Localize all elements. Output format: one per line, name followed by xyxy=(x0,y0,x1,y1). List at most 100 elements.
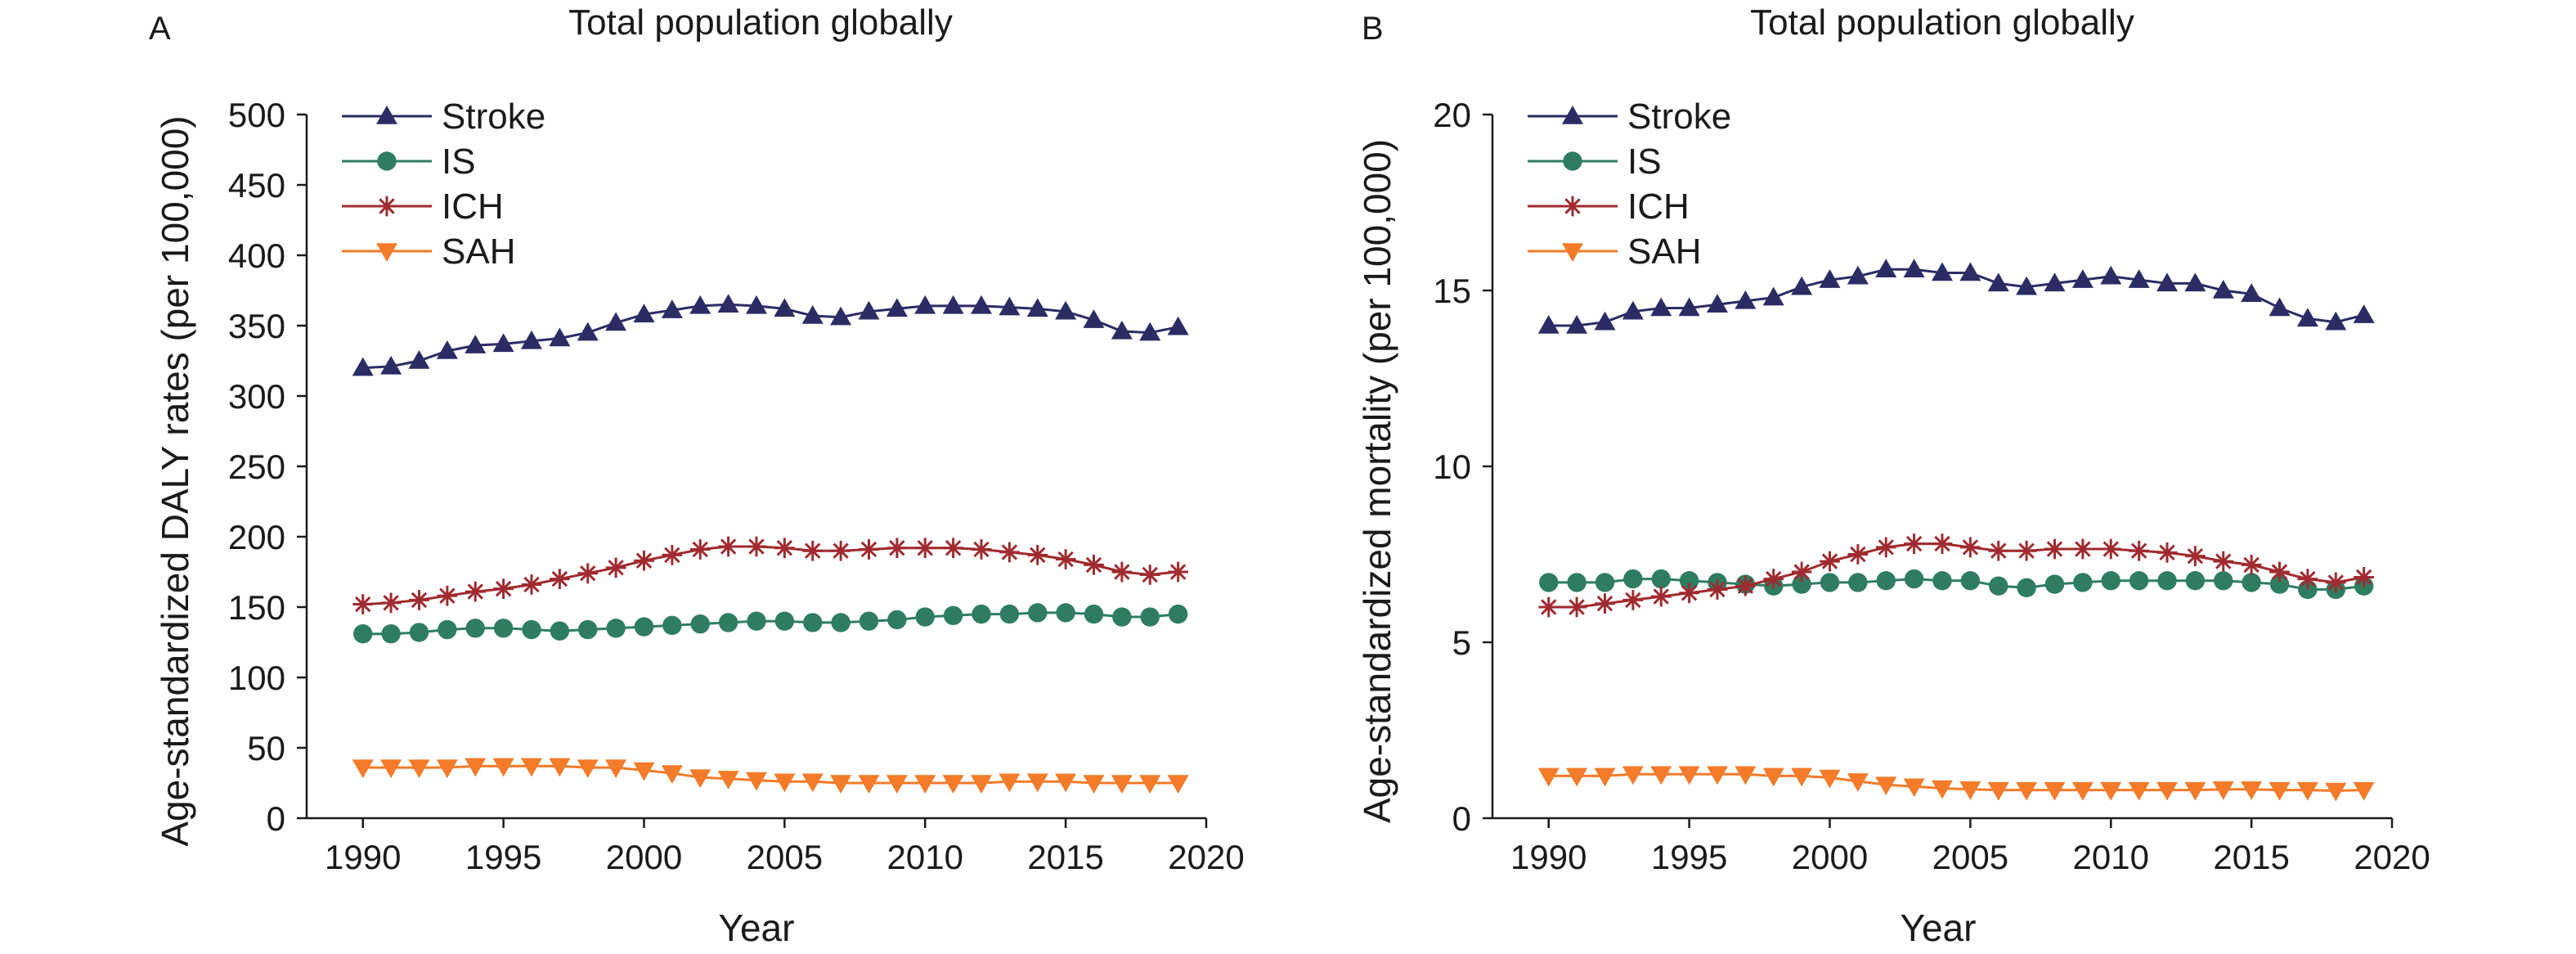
data-point-ich xyxy=(2100,538,2121,560)
data-point-is xyxy=(438,619,457,640)
y-tick-label: 350 xyxy=(228,307,285,345)
legend-marker-icon xyxy=(1562,196,1583,217)
data-point-sah xyxy=(858,775,880,794)
data-point-is xyxy=(1112,607,1132,627)
data-point-ich xyxy=(802,540,824,561)
data-point-ich xyxy=(689,539,711,560)
x-tick-label: 2015 xyxy=(1027,838,1103,876)
data-point-ich xyxy=(999,542,1020,563)
data-point-sah xyxy=(886,775,908,794)
data-point-stroke xyxy=(2241,283,2263,303)
data-point-stroke xyxy=(1622,300,1644,320)
data-point-stroke xyxy=(858,300,880,320)
y-tick-label: 5 xyxy=(1452,623,1471,662)
data-point-ich xyxy=(830,540,851,561)
y-tick-label: 450 xyxy=(228,166,285,205)
x-tick-label: 2000 xyxy=(1792,838,1868,876)
y-tick-label: 200 xyxy=(228,518,285,556)
data-point-sah xyxy=(746,772,767,791)
data-point-is xyxy=(972,604,991,624)
data-point-stroke xyxy=(605,312,627,331)
data-point-ich xyxy=(1111,561,1133,583)
data-point-stroke xyxy=(774,298,796,317)
data-point-is xyxy=(690,614,710,634)
data-point-is xyxy=(1820,573,1840,592)
data-point-sah xyxy=(1167,775,1189,794)
legend-label: IS xyxy=(442,142,476,182)
data-point-ich xyxy=(464,581,486,602)
data-point-ich xyxy=(2325,572,2346,593)
data-point-stroke xyxy=(2353,304,2375,323)
panel-a: A Total population globally Age-standard… xyxy=(149,2,1245,949)
data-point-stroke xyxy=(1055,300,1077,320)
data-point-stroke xyxy=(1735,290,1757,309)
y-tick-label: 0 xyxy=(1452,799,1471,838)
data-point-stroke xyxy=(2128,269,2150,288)
data-point-is xyxy=(522,619,541,640)
data-point-stroke xyxy=(1903,259,1925,277)
data-point-sah xyxy=(942,775,964,794)
data-point-ich xyxy=(2213,551,2234,572)
y-tick-label: 500 xyxy=(228,96,285,134)
data-point-stroke xyxy=(2071,269,2094,288)
panel-label: A xyxy=(149,11,171,47)
series-ich xyxy=(1538,533,2374,618)
data-point-is xyxy=(353,623,373,644)
x-axis-label: Year xyxy=(1901,907,1977,949)
data-point-ich xyxy=(2297,569,2318,589)
data-point-ich xyxy=(2269,561,2290,583)
data-point-sah xyxy=(2156,781,2178,801)
data-point-ich xyxy=(914,538,936,559)
data-point-stroke xyxy=(971,295,992,314)
data-point-is xyxy=(1989,576,2008,596)
data-point-ich xyxy=(1904,533,1924,554)
data-point-sah xyxy=(1566,767,1588,787)
x-axis-label: Year xyxy=(719,907,795,949)
data-point-sah xyxy=(1055,773,1077,793)
data-point-ich xyxy=(2185,546,2206,566)
data-point-stroke xyxy=(1847,265,1869,285)
series-is xyxy=(353,603,1188,644)
data-point-ich xyxy=(1988,540,2009,561)
data-point-stroke xyxy=(1537,315,1560,334)
data-point-stroke xyxy=(942,295,964,314)
data-point-ich xyxy=(493,578,514,599)
data-point-ich xyxy=(1820,551,1840,572)
data-point-ich xyxy=(1735,575,1756,596)
data-point-sah xyxy=(2184,781,2206,801)
data-point-stroke xyxy=(436,340,458,359)
data-point-ich xyxy=(1847,544,1869,565)
data-point-stroke xyxy=(492,333,514,353)
y-tick-label: 20 xyxy=(1433,96,1471,134)
data-point-ich xyxy=(1707,579,1728,600)
series-sah xyxy=(1537,766,2375,802)
data-point-is xyxy=(2214,571,2233,591)
chart-title: Total population globally xyxy=(568,2,953,43)
chart-title: Total population globally xyxy=(1750,2,2134,43)
legend-item-ich: ICH xyxy=(342,187,504,227)
data-point-stroke xyxy=(999,296,1021,316)
data-point-stroke xyxy=(2212,280,2234,299)
data-point-ich xyxy=(1791,561,1812,583)
data-point-stroke xyxy=(1650,297,1672,317)
x-tick-label: 2020 xyxy=(1168,838,1244,876)
data-point-sah xyxy=(2325,782,2347,802)
data-point-stroke xyxy=(1707,294,1728,313)
data-point-is xyxy=(634,617,654,637)
data-point-is xyxy=(465,619,485,638)
legend-item-stroke: Stroke xyxy=(342,97,545,137)
data-point-stroke xyxy=(1566,315,1588,334)
data-point-ich xyxy=(1763,569,1784,589)
data-point-sah xyxy=(1903,778,1925,798)
y-tick-label: 15 xyxy=(1433,272,1471,310)
data-point-is xyxy=(1084,604,1104,624)
legend-label: Stroke xyxy=(1627,97,1731,137)
data-point-ich xyxy=(1084,555,1104,575)
data-point-sah xyxy=(830,775,852,794)
legend-marker-icon xyxy=(1562,106,1583,124)
data-point-sah xyxy=(717,771,739,790)
data-point-is xyxy=(1679,571,1699,591)
data-point-sah xyxy=(1932,780,1953,799)
data-point-is xyxy=(2044,574,2065,594)
data-point-ich xyxy=(1055,549,1076,569)
